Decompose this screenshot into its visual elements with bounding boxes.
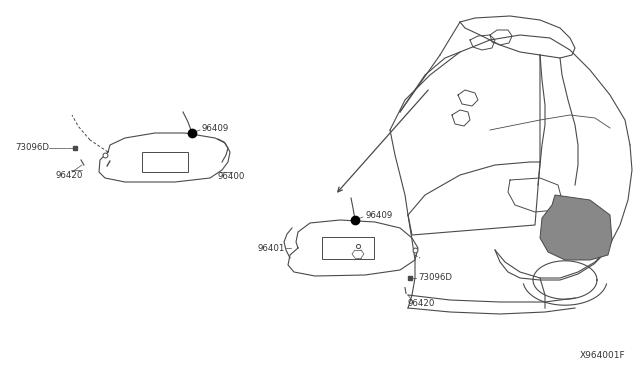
- Text: 96409: 96409: [202, 124, 229, 132]
- Text: 96409: 96409: [365, 211, 392, 219]
- Text: 96401: 96401: [258, 244, 285, 253]
- Text: 96420: 96420: [55, 170, 83, 180]
- Text: X964001F: X964001F: [579, 351, 625, 360]
- Polygon shape: [540, 195, 612, 260]
- Bar: [322, 237, 374, 259]
- Bar: [142, 152, 188, 172]
- Text: 73096D: 73096D: [418, 273, 452, 282]
- Text: 73096D: 73096D: [15, 142, 49, 151]
- Text: 96420: 96420: [408, 298, 435, 308]
- Text: 96400: 96400: [218, 171, 245, 180]
